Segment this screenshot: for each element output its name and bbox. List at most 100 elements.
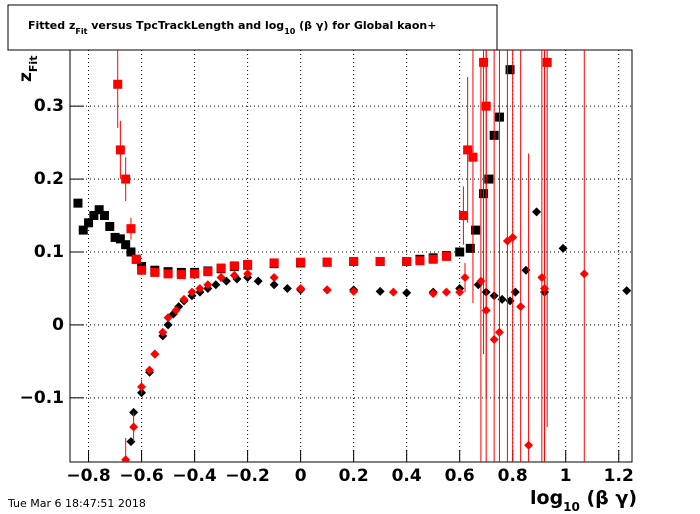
marker-square (176, 270, 186, 280)
title-part: (β γ) for Global kaon+ (295, 19, 436, 32)
y-tick-label: 0.3 (34, 96, 64, 116)
marker-square (428, 254, 438, 264)
marker-diamond (428, 289, 438, 299)
marker-square (505, 65, 515, 75)
marker-square (349, 256, 359, 266)
marker-diamond (540, 283, 550, 293)
marker-diamond (441, 287, 451, 297)
x-label-part: log (530, 487, 563, 509)
x-tick-label: 0 (295, 466, 307, 486)
marker-diamond (388, 287, 398, 297)
x-tick-label: 0.4 (392, 466, 422, 486)
marker-diamond (375, 286, 385, 296)
x-tick-label: 1 (560, 466, 572, 486)
marker-diamond (489, 334, 499, 344)
marker-square (296, 257, 306, 267)
marker-diamond (532, 207, 542, 217)
marker-diamond (622, 286, 632, 296)
marker-square (458, 211, 468, 221)
marker-diamond (460, 273, 470, 283)
marker-square (471, 225, 481, 235)
marker-square (137, 265, 147, 275)
marker-square (542, 57, 552, 67)
marker-diamond (322, 285, 332, 295)
marker-square (375, 256, 385, 266)
marker-diamond (516, 302, 526, 312)
marker-diamond (558, 243, 568, 253)
chart-title: Fitted zFit versus TpcTrackLength and lo… (28, 19, 436, 36)
plot-frame (69, 49, 633, 463)
y-label-sub: Fit (27, 56, 40, 73)
marker-diamond (163, 320, 173, 330)
marker-diamond (269, 280, 279, 290)
x-tick-label: −0.6 (119, 466, 163, 486)
x-tick-label: −0.8 (66, 466, 110, 486)
title-box (7, 4, 498, 51)
marker-diamond (296, 283, 306, 293)
y-tick-label: 0.2 (34, 169, 64, 189)
x-tick-label: 0.6 (445, 466, 475, 486)
marker-square (84, 218, 94, 228)
marker-diamond (269, 273, 279, 283)
marker-square (402, 256, 412, 266)
x-tick-label: −0.2 (225, 466, 269, 486)
marker-diamond (145, 365, 155, 375)
marker-diamond (211, 280, 221, 290)
y-tick-label: 0.1 (34, 242, 64, 262)
title-sub: Fit (75, 27, 87, 36)
timestamp: Tue Mar 6 18:47:51 2018 (7, 497, 146, 510)
x-axis-label: log10 (β γ) (530, 487, 637, 514)
marker-diamond (282, 283, 292, 293)
marker-square (94, 205, 104, 215)
marker-square (126, 224, 136, 234)
marker-diamond (163, 313, 173, 323)
marker-diamond (508, 232, 518, 242)
marker-square (163, 269, 173, 279)
marker-diamond (150, 349, 160, 359)
marker-diamond (137, 382, 147, 392)
marker-square (78, 225, 88, 235)
marker-square (269, 258, 279, 268)
marker-square (463, 145, 473, 155)
marker-diamond (476, 276, 486, 286)
marker-diamond (158, 327, 168, 337)
marker-diamond (579, 269, 589, 279)
marker-square (479, 57, 489, 67)
marker-square (415, 256, 425, 266)
marker-diamond (129, 422, 139, 432)
marker-square (99, 211, 109, 221)
marker-diamond (402, 288, 412, 298)
x-tick-label: −0.4 (172, 466, 217, 486)
marker-square (115, 145, 125, 155)
marker-square (216, 263, 226, 273)
marker-square (105, 221, 115, 231)
marker-square (126, 247, 136, 257)
marker-square (131, 254, 141, 264)
marker-square (113, 79, 123, 89)
marker-diamond (195, 283, 205, 293)
y-label-part: z (16, 72, 36, 82)
marker-diamond (243, 269, 253, 279)
x-tick-label: 0.2 (339, 466, 369, 486)
marker-diamond (121, 455, 131, 462)
marker-diamond (349, 286, 359, 296)
marker-diamond (524, 440, 534, 450)
marker-diamond (253, 276, 263, 286)
marker-diamond (216, 273, 226, 283)
marker-square (115, 234, 125, 244)
marker-square (243, 259, 253, 269)
marker-diamond (229, 270, 239, 280)
y-axis-label: zFit (16, 56, 40, 82)
marker-square (465, 243, 475, 253)
marker-diamond (171, 305, 181, 315)
marker-square (73, 198, 83, 208)
title-part: Fitted z (28, 19, 75, 32)
marker-square (484, 174, 494, 184)
marker-diamond (455, 287, 465, 297)
marker-square (121, 240, 131, 250)
marker-square (203, 267, 213, 277)
marker-square (121, 174, 131, 184)
marker-diamond (481, 305, 491, 315)
marker-square (468, 152, 478, 162)
